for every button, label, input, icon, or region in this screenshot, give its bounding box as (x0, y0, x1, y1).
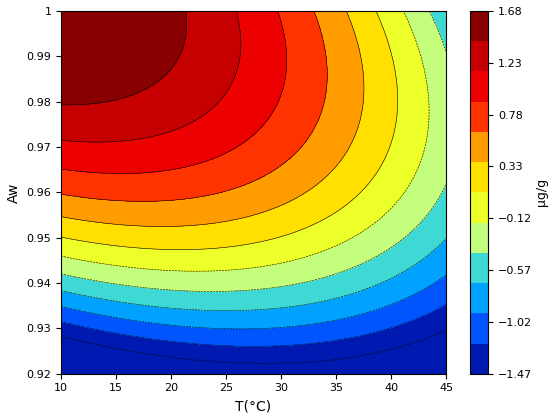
X-axis label: T(°C): T(°C) (236, 399, 272, 413)
Y-axis label: μg/g: μg/g (535, 178, 548, 206)
Y-axis label: Aw: Aw (7, 182, 21, 202)
